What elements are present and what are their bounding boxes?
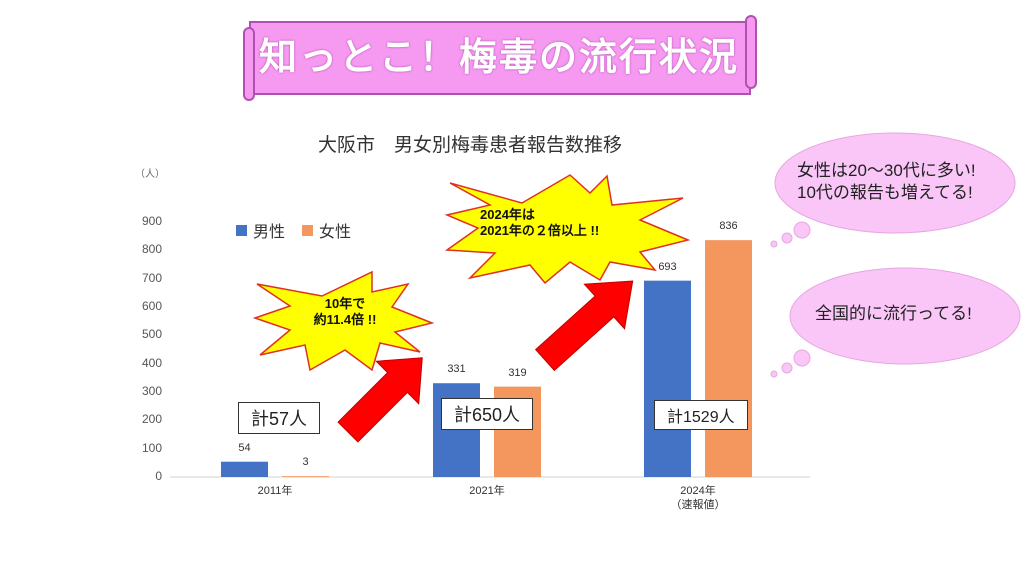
y-tick-label: 600 (141, 299, 162, 313)
data-label: 3 (302, 456, 309, 469)
plot-area (170, 240, 810, 478)
bar-male (644, 280, 691, 477)
data-label: 693 (658, 260, 677, 273)
total-box-2021: 計650人 (441, 398, 534, 430)
starburst-2 (444, 174, 691, 285)
y-tick-label: 0 (155, 469, 162, 483)
y-tick-label: 200 (141, 412, 162, 427)
thought-cloud-2 (770, 267, 1021, 378)
total-box-2011: 計57人 (238, 402, 321, 434)
cloud-text-2: 全国的に流行ってる! (815, 304, 972, 323)
cloud-line: 女性は20〜30代に多い! (797, 161, 976, 180)
banner-title: 知っとこ！梅毒の流行状況 (258, 37, 739, 79)
burst-text-1: 10年で 約11.4倍 !! (290, 296, 400, 328)
y-tick-label: 300 (141, 384, 162, 398)
bar-female (282, 476, 329, 477)
legend-swatch (236, 224, 247, 236)
starburst-1 (252, 270, 435, 372)
data-label: 54 (238, 441, 251, 454)
chart-title: 大阪市 男女別梅毒患者報告数推移 (317, 135, 622, 156)
legend-label: 女性 (319, 224, 352, 241)
cloud-line: 10代の報告も増えてる! (797, 183, 973, 202)
burst-line: 10年で (324, 296, 366, 311)
total-box-2024: 計1529人 (654, 400, 748, 430)
y-tick-label: 100 (141, 440, 162, 455)
y-axis-unit: （人） (135, 169, 165, 180)
x-tick-label: 2011年 (257, 485, 293, 497)
data-label: 331 (447, 363, 466, 376)
data-label: 836 (719, 220, 738, 233)
x-tick-label: 2021年 (469, 485, 505, 497)
y-tick-label: 800 (141, 242, 162, 257)
y-tick-label: 400 (141, 355, 162, 370)
burst-text-2: 2024年は 2021年の２倍以上 !! (480, 207, 650, 239)
bar-female (705, 240, 752, 477)
thought-cloud-1 (770, 132, 1016, 248)
legend-swatch (302, 224, 313, 236)
bar-male (221, 461, 268, 477)
y-tick-label: 900 (141, 214, 162, 228)
x-tick-label: 2024年 （速報値） (670, 485, 726, 511)
cloud-text-1: 女性は20〜30代に多い! 10代の報告も増えてる! (797, 160, 976, 204)
burst-line: 約11.4倍 !! (313, 312, 377, 327)
burst-line: 2021年の２倍以上 !! (480, 223, 600, 238)
banner-scroll (243, 15, 757, 101)
data-label: 319 (508, 366, 527, 379)
y-tick-label: 500 (141, 327, 162, 342)
y-tick-label: 700 (141, 270, 162, 285)
arrow-icon (534, 280, 634, 372)
arrow-icon (337, 357, 423, 443)
burst-line: 2024年は (480, 207, 535, 222)
legend-item-male: 男性 (236, 218, 285, 242)
legend-label: 男性 (253, 224, 286, 241)
legend-item-female: 女性 (302, 218, 351, 242)
